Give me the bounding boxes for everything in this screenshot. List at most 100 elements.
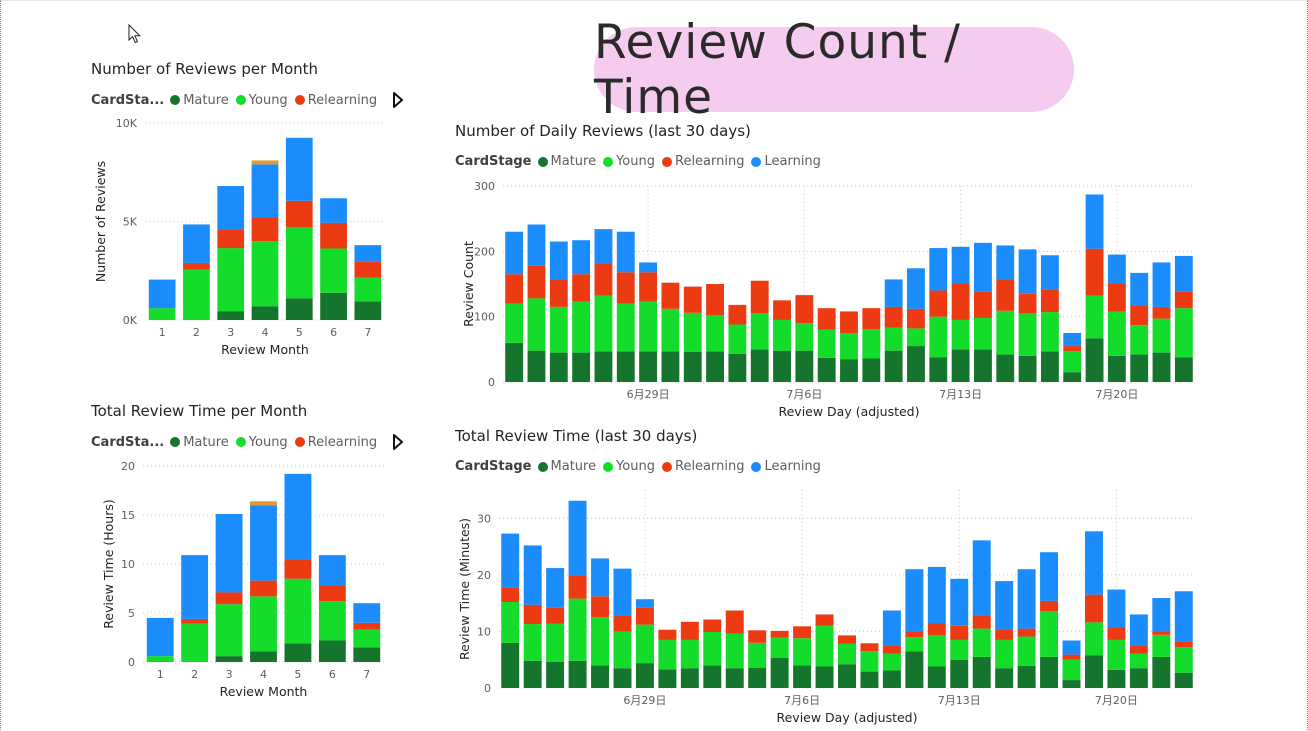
bar-segment	[591, 558, 610, 597]
legend-item-mature[interactable]: Mature	[170, 435, 229, 450]
bar-segment	[146, 656, 174, 662]
chart-title: Total Review Time (last 30 days)	[455, 427, 698, 445]
bar-segment	[1174, 641, 1193, 648]
bar-segment	[549, 279, 568, 307]
legend-dot-young	[603, 156, 614, 167]
bar-segment	[793, 665, 812, 688]
y-tick-label: 20	[121, 460, 135, 473]
bar-segment	[1107, 311, 1126, 356]
bar-segment	[639, 351, 658, 382]
legend-label: Young	[248, 92, 288, 108]
bar-segment	[285, 137, 313, 201]
bar-segment	[905, 637, 924, 652]
legend-item-learning[interactable]: Learning	[751, 154, 821, 169]
bar-segment	[1063, 372, 1082, 382]
bar-segment	[594, 295, 613, 352]
bar-segment	[568, 500, 587, 576]
x-tick-label: 5	[294, 668, 301, 681]
bar-segment	[996, 279, 1015, 311]
bar-segment	[974, 242, 992, 292]
bar-segment	[549, 352, 568, 382]
bar-segment	[1107, 355, 1126, 382]
daily-reviews-visual[interactable]: Number of Daily Reviews (last 30 days) C…	[455, 122, 1215, 427]
bar-segment	[951, 284, 970, 320]
y-tick-label: 15	[121, 509, 135, 522]
legend-item-relearning[interactable]: Relearning	[294, 93, 377, 108]
bar-segment	[616, 272, 635, 304]
bar-segment	[905, 631, 924, 638]
bar-segment	[1129, 653, 1148, 669]
bar-segment	[594, 351, 613, 382]
bar-segment	[703, 665, 722, 688]
legend-item-mature[interactable]: Mature	[170, 93, 229, 108]
bar-segment	[250, 580, 277, 597]
bar-segment	[1085, 194, 1104, 249]
mouse-cursor-icon	[128, 24, 142, 44]
legend-title: CardSta...	[91, 434, 165, 450]
bar-segment	[1130, 354, 1149, 382]
reviews-per-month-visual[interactable]: Number of Reviews per Month CardSta... M…	[91, 60, 404, 360]
bar-segment	[616, 231, 635, 273]
bar-segment	[862, 329, 881, 359]
bar-segment	[251, 160, 279, 165]
bar-segment	[318, 640, 346, 662]
bar-segment	[1040, 289, 1059, 313]
bar-segment	[1174, 672, 1193, 688]
y-tick-label: 0	[488, 376, 495, 389]
legend-title: CardStage	[455, 154, 532, 169]
bar-segment	[318, 601, 346, 641]
legend-item-young[interactable]: Young	[235, 92, 288, 108]
bar-segment	[750, 313, 769, 350]
bar-segment	[320, 248, 347, 293]
legend-item-mature[interactable]: Mature	[537, 154, 596, 169]
time-per-month-visual[interactable]: Total Review Time per Month CardSta... M…	[91, 402, 404, 707]
legend-item-relearning[interactable]: Relearning	[662, 154, 744, 169]
bar-segment	[750, 280, 769, 314]
bar-segment	[995, 639, 1014, 669]
legend-label: Relearning	[675, 154, 745, 169]
bar-segment	[591, 665, 610, 688]
bar-segment	[594, 229, 613, 264]
legend-item-young[interactable]: Young	[235, 435, 288, 450]
bar-segment	[1174, 591, 1193, 642]
bar-segment	[215, 592, 243, 605]
legend-scroll-right-icon[interactable]	[392, 92, 404, 108]
bar-segment	[929, 357, 948, 382]
bar-segment	[148, 308, 176, 320]
bar-segment	[905, 651, 924, 688]
bar-segment	[703, 619, 722, 632]
legend-item-young[interactable]: Young	[603, 459, 655, 474]
bar-segment	[250, 596, 277, 652]
bar-segment	[251, 241, 279, 307]
legend-dot-mature	[170, 95, 181, 105]
bar-segment	[251, 217, 279, 242]
bar-segment	[974, 349, 992, 382]
legend-item-young[interactable]: Young	[603, 154, 655, 169]
bar-segment	[505, 342, 524, 382]
bar-segment	[523, 545, 542, 605]
bar-segment	[546, 607, 565, 624]
bar-segment	[860, 643, 879, 652]
bar-segment	[284, 643, 312, 662]
legend-item-relearning[interactable]: Relearning	[662, 459, 744, 474]
bar-segment	[974, 317, 992, 350]
legend-label: Mature	[183, 92, 229, 108]
bar-segment	[285, 298, 313, 320]
legend-item-mature[interactable]: Mature	[537, 459, 596, 474]
bar-segment	[527, 298, 546, 351]
bar-segment	[929, 290, 948, 317]
legend-scroll-right-icon[interactable]	[392, 434, 404, 450]
legend-item-learning[interactable]: Learning	[751, 459, 821, 474]
legend-label: Young	[616, 154, 655, 169]
y-tick-label: 300	[474, 180, 495, 193]
daily-time-visual[interactable]: Total Review Time (last 30 days) CardSta…	[455, 427, 1215, 729]
y-tick-label: 100	[474, 311, 495, 324]
bar-segment	[951, 246, 970, 284]
bar-segment	[635, 607, 654, 625]
y-tick-label: 30	[477, 512, 491, 525]
bar-segment	[639, 272, 658, 302]
bar-segment	[728, 304, 747, 325]
legend-item-relearning[interactable]: Relearning	[294, 435, 377, 450]
chart-plot: 0 5 10 15 20 1 2 3 4 5 6 7 Review Month Review Time (…	[101, 460, 384, 699]
x-tick-label: 6月29日	[627, 388, 670, 401]
